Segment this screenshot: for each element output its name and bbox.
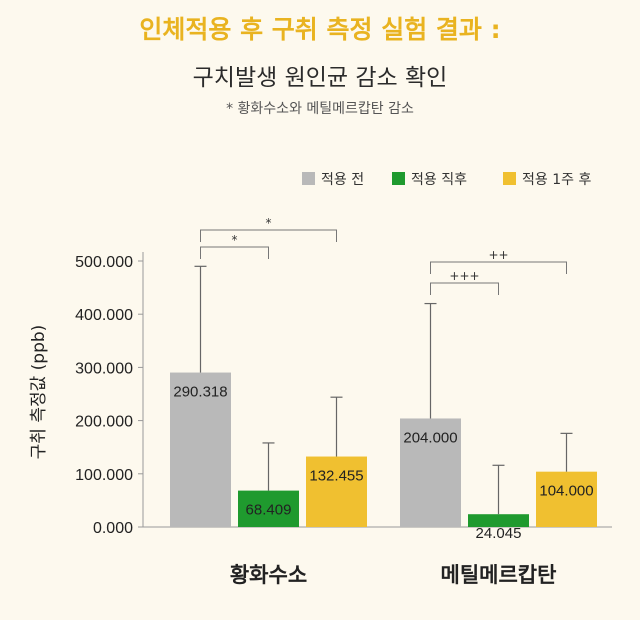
y-tick-label: 200.000 <box>75 414 133 431</box>
data-label: 104.000 <box>539 483 593 500</box>
chart-note: * 황화수소와 메틸메르캅탄 감소 <box>226 101 414 117</box>
x-category-label: 황화수소 <box>230 563 307 587</box>
bar <box>306 456 367 527</box>
y-tick-label: 500.000 <box>75 254 133 271</box>
legend-label: 적용 직후 <box>411 172 467 188</box>
significance-label: * <box>232 233 238 247</box>
legend-label: 적용 전 <box>321 172 364 188</box>
significance-label: +++ <box>449 269 479 283</box>
y-axis-label: 구취 측정값 (ppb) <box>29 325 49 460</box>
bar <box>170 372 231 527</box>
x-category-label: 메틸메르캅탄 <box>441 563 557 587</box>
bar <box>400 418 461 527</box>
significance-bracket <box>200 229 337 242</box>
data-label: 290.318 <box>173 384 227 401</box>
chart-title: 인체적용 후 구취 측정 실험 결과 : <box>139 15 501 44</box>
significance-bracket <box>430 261 567 274</box>
y-tick-label: 400.000 <box>75 307 133 324</box>
y-tick-label: 100.000 <box>75 467 133 484</box>
legend-swatch <box>503 172 516 185</box>
data-label: 204.000 <box>403 429 457 446</box>
significance-label: ++ <box>488 248 508 262</box>
bar <box>238 490 299 527</box>
bar <box>536 471 597 527</box>
significance-label: * <box>266 216 272 230</box>
significance-bracket <box>430 282 499 295</box>
legend-swatch <box>302 172 315 185</box>
y-tick-label: 0.000 <box>93 520 133 537</box>
bar <box>468 514 529 527</box>
data-label: 68.409 <box>246 502 292 519</box>
y-tick-label: 300.000 <box>75 360 133 377</box>
legend-label: 적용 1주 후 <box>522 172 591 188</box>
chart-subtitle: 구치발생 원인균 감소 확인 <box>192 65 448 91</box>
data-label: 24.045 <box>476 525 522 542</box>
significance-bracket <box>200 246 269 259</box>
data-label: 132.455 <box>309 468 363 485</box>
legend-swatch <box>392 172 405 185</box>
